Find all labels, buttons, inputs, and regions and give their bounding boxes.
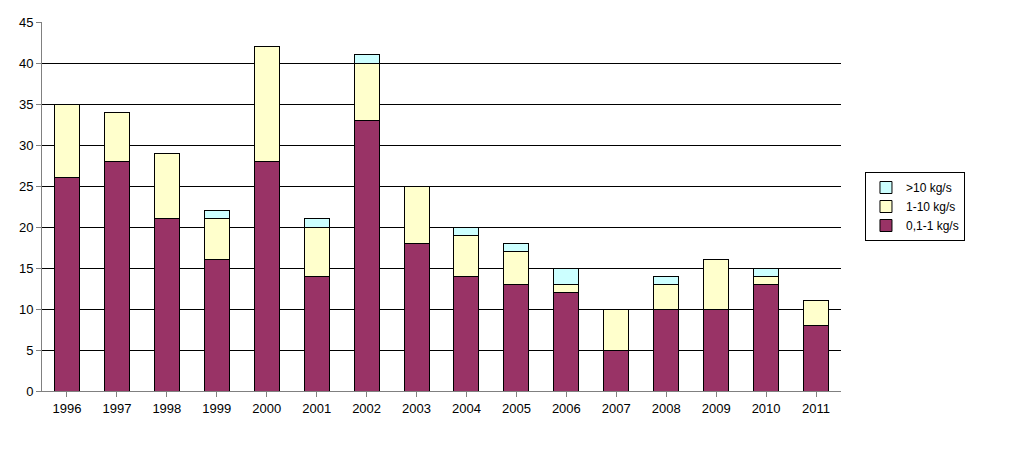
svg-text:20: 20 (19, 220, 33, 235)
svg-text:2008: 2008 (652, 401, 681, 416)
svg-text:2007: 2007 (602, 401, 631, 416)
svg-text:35: 35 (19, 97, 33, 112)
svg-text:2005: 2005 (502, 401, 531, 416)
svg-text:1997: 1997 (102, 401, 131, 416)
svg-text:2003: 2003 (402, 401, 431, 416)
svg-text:45: 45 (19, 15, 33, 30)
svg-text:30: 30 (19, 138, 33, 153)
svg-text:>10 kg/s: >10 kg/s (906, 181, 952, 195)
svg-text:1996: 1996 (53, 401, 82, 416)
svg-text:2004: 2004 (452, 401, 481, 416)
svg-text:0: 0 (26, 384, 33, 399)
svg-text:2010: 2010 (752, 401, 781, 416)
svg-text:5: 5 (26, 343, 33, 358)
svg-text:15: 15 (19, 261, 33, 276)
svg-text:0,1-1 kg/s: 0,1-1 kg/s (906, 219, 959, 233)
svg-text:1-10 kg/s: 1-10 kg/s (906, 200, 955, 214)
svg-text:2001: 2001 (302, 401, 331, 416)
svg-text:25: 25 (19, 179, 33, 194)
svg-text:2006: 2006 (552, 401, 581, 416)
svg-text:2000: 2000 (252, 401, 281, 416)
svg-text:2002: 2002 (352, 401, 381, 416)
svg-text:10: 10 (19, 302, 33, 317)
svg-text:1998: 1998 (152, 401, 181, 416)
svg-text:1999: 1999 (202, 401, 231, 416)
svg-text:2009: 2009 (702, 401, 731, 416)
svg-text:40: 40 (19, 56, 33, 71)
svg-text:2011: 2011 (802, 401, 830, 416)
